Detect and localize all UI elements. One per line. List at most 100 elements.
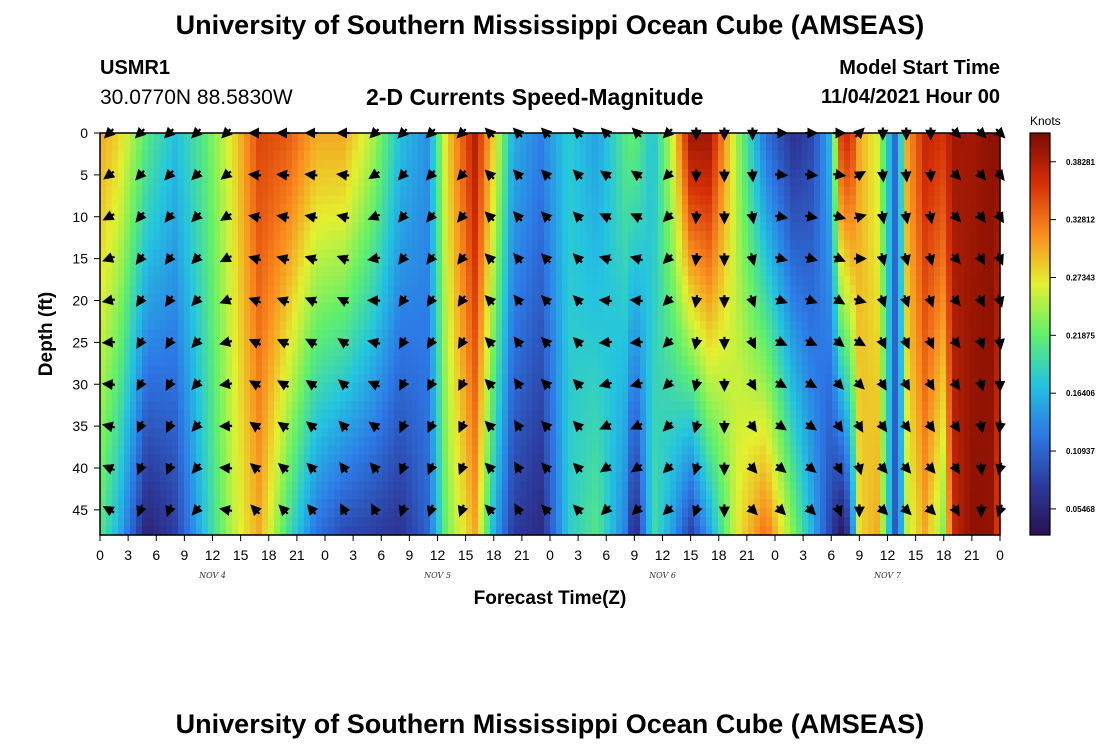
heatmap-cell [658, 490, 665, 500]
heatmap-cell [574, 302, 581, 313]
heatmap-cell [508, 445, 515, 456]
heatmap-cell [214, 409, 221, 420]
heatmap-cell [100, 186, 107, 197]
heatmap-cell [526, 186, 533, 197]
heatmap-cell [280, 311, 287, 322]
heatmap-cell [586, 508, 593, 518]
heatmap-cell [376, 365, 383, 375]
heatmap-cell [136, 517, 143, 527]
heatmap-cell [388, 365, 395, 375]
heatmap-cell [508, 141, 515, 152]
heatmap-cell [550, 240, 557, 250]
heatmap-cell [484, 177, 491, 188]
heatmap-cell [574, 311, 581, 322]
heatmap-cell [682, 213, 689, 223]
heatmap-cell [526, 258, 533, 268]
heatmap-cell [160, 392, 167, 402]
heatmap-cell [574, 150, 581, 161]
heatmap-cell [238, 293, 245, 304]
heatmap-cell [382, 240, 389, 250]
heatmap-cell [112, 141, 119, 152]
heatmap-cell [304, 133, 311, 143]
heatmap-cell [322, 427, 329, 438]
heatmap-cell [472, 517, 479, 527]
heatmap-cell [508, 409, 515, 420]
heatmap-cell [100, 508, 107, 518]
heatmap-cell [640, 222, 647, 232]
heatmap-cell [358, 222, 365, 232]
heatmap-cell [676, 374, 683, 384]
heatmap-cell [760, 141, 767, 152]
heatmap-cell [388, 133, 395, 143]
heatmap-cell [508, 204, 515, 214]
heatmap-cell [220, 526, 227, 536]
heatmap-cell [262, 374, 269, 384]
heatmap-cell [364, 427, 371, 438]
heatmap-cell [238, 401, 245, 411]
heatmap-cell [292, 320, 299, 331]
heatmap-cell [178, 383, 185, 393]
heatmap-cell [472, 356, 479, 366]
heatmap-cell [184, 311, 191, 322]
heatmap-cell [208, 526, 215, 536]
heatmap-cell [100, 418, 107, 429]
heatmap-cell [214, 320, 221, 331]
heatmap-cell [700, 204, 707, 214]
heatmap-cell [472, 150, 479, 161]
heatmap-cell [760, 168, 767, 179]
heatmap-cell [118, 517, 125, 527]
heatmap-cell [610, 508, 617, 518]
heatmap-cell [154, 365, 161, 375]
heatmap-cell [442, 284, 449, 295]
heatmap-cell [652, 356, 659, 366]
heatmap-cell [364, 383, 371, 393]
heatmap-cell [562, 481, 569, 491]
heatmap-cell [550, 526, 557, 536]
heatmap-cell [442, 150, 449, 161]
heatmap-cell [418, 481, 425, 491]
heatmap-cell [592, 195, 599, 206]
heatmap-cell [520, 481, 527, 491]
heatmap-cell [724, 329, 731, 340]
heatmap-cell [664, 436, 671, 447]
heatmap-cell [730, 159, 737, 170]
heatmap-cell [358, 454, 365, 465]
heatmap-cell [604, 517, 611, 527]
heatmap-cell [166, 284, 173, 295]
heatmap-cell [292, 141, 299, 152]
heatmap-cell [652, 526, 659, 536]
heatmap-cell [202, 445, 209, 456]
heatmap-cell [526, 374, 533, 384]
heatmap-cell [526, 249, 533, 259]
heatmap-cell [130, 186, 137, 197]
heatmap-cell [760, 454, 767, 465]
heatmap-cell [532, 347, 539, 357]
heatmap-cell [142, 508, 149, 518]
heatmap-cell [430, 445, 437, 456]
heatmap-cell [178, 141, 185, 152]
heatmap-cell [250, 141, 257, 152]
heatmap-cell [454, 249, 461, 259]
heatmap-cell [154, 195, 161, 206]
heatmap-cell [478, 213, 485, 223]
heatmap-cell [298, 267, 305, 277]
heatmap-cell [244, 329, 251, 340]
heatmap-cell [154, 481, 161, 491]
heatmap-cell [616, 517, 623, 527]
heatmap-cell [436, 302, 443, 313]
heatmap-cell [460, 177, 467, 188]
heatmap-cell [232, 311, 239, 322]
heatmap-cell [142, 383, 149, 393]
heatmap-cell [376, 374, 383, 384]
heatmap-cell [694, 222, 701, 232]
heatmap-cell [196, 356, 203, 366]
heatmap-cell [298, 499, 305, 509]
heatmap-cell [124, 186, 131, 197]
heatmap-cell [118, 133, 125, 143]
heatmap-cell [340, 231, 347, 241]
heatmap-cell [598, 347, 605, 357]
heatmap-cell [502, 213, 509, 223]
heatmap-cell [478, 168, 485, 179]
heatmap-cell [424, 204, 431, 214]
heatmap-cell [136, 481, 143, 491]
